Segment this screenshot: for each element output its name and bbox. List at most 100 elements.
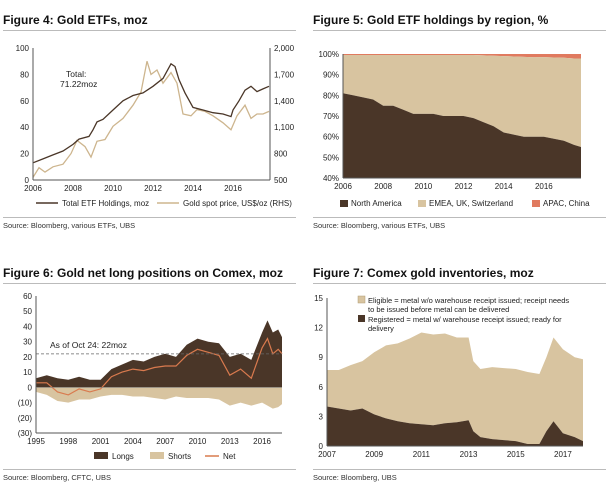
fig7-legend-eligible-1: Eligible = metal w/o warehouse receipt i…: [368, 296, 569, 305]
fig6-x-tick: 1995: [27, 437, 45, 446]
fig6-x-tick: 2007: [156, 437, 174, 446]
fig7-y-tick: 9: [319, 353, 324, 362]
fig5-x-tick: 2012: [455, 182, 473, 191]
fig6-y-tick: 10: [23, 368, 32, 377]
fig4-x-tick: 2010: [104, 184, 122, 193]
fig7-y-tick: 0: [319, 442, 324, 451]
fig7-legend-eligible-2: to be issued before metal can be deliver…: [368, 305, 509, 314]
fig5-chart: 40% 50% 60% 70% 80% 90% 100% 2006 2008 2010 2012 20…: [319, 50, 591, 208]
fig4-y-tick-right: 1,400: [274, 97, 295, 106]
fig7-registered-area: [327, 406, 583, 446]
fig7-legend-registered-1: Registered = metal w/ warehouse receipt …: [368, 315, 562, 324]
fig5-title-rule: [313, 30, 606, 31]
fig4-x-tick: 2014: [184, 184, 202, 193]
fig5-x-tick: 2016: [535, 182, 553, 191]
fig7-x-tick: 2017: [554, 450, 572, 459]
fig4-total-line-group: [32, 62, 270, 164]
fig5-y-tick: 80%: [323, 91, 339, 100]
fig4-y-tick-right: 1,700: [274, 70, 295, 79]
fig7-y-tick: 12: [314, 324, 323, 333]
fig4-y-tick-left: 100: [16, 44, 30, 53]
fig6-y-tick: (10): [18, 399, 33, 408]
fig6-title-rule: [3, 283, 296, 284]
fig7-x-tick: 2015: [507, 450, 525, 459]
fig7-y-tick: 6: [319, 383, 324, 392]
fig6-y-tick: (20): [18, 414, 33, 423]
fig5-apac-area: [343, 54, 581, 59]
fig6-y-tick: 30: [23, 338, 32, 347]
fig6-legend-shorts: Shorts: [168, 452, 191, 461]
fig7-areas: [327, 332, 583, 446]
fig5-legend-apac: APAC, China: [543, 199, 590, 208]
fig4-gold-line-group: [32, 61, 270, 178]
fig4-y-tick-left: 0: [25, 176, 30, 185]
fig4-y-tick-left: 60: [20, 97, 29, 106]
fig7-eligible-area: [327, 332, 583, 444]
fig5-x-tick: 2010: [414, 182, 432, 191]
fig5-y-tick: 70%: [323, 112, 339, 121]
fig6-y-tick: 20: [23, 353, 32, 362]
fig6-y-tick: (30): [18, 429, 33, 438]
fig5-legend-na-swatch: [340, 200, 348, 207]
fig5-y-tick: 100%: [319, 50, 339, 59]
fig5-title: Figure 5: Gold ETF holdings by region, %: [313, 13, 549, 27]
fig4-gold-line: [32, 61, 270, 178]
fig4-y-tick-left: 80: [20, 70, 29, 79]
fig4-legend-gold: Gold spot price, US$/oz (RHS): [183, 199, 292, 208]
fig7-source: Source: Bloomberg, UBS: [313, 473, 397, 482]
fig4-title: Figure 4: Gold ETFs, moz: [3, 13, 148, 27]
fig4-legend-total: Total ETF Holdings, moz: [62, 199, 149, 208]
fig7-y-tick: 15: [314, 294, 323, 303]
fig7-legend-registered-swatch: [358, 315, 365, 322]
fig5-na-area: [343, 93, 581, 178]
fig4-source-rule: [3, 217, 296, 218]
fig6-x-tick: 2004: [124, 437, 142, 446]
fig7-title-rule: [313, 283, 606, 284]
fig6-shorts-area: [36, 387, 282, 409]
fig6-x-tick: 1998: [59, 437, 77, 446]
fig5-y-tick: 60%: [323, 133, 339, 142]
fig4-y-tick-right: 1,100: [274, 123, 295, 132]
fig5-legend-apac-swatch: [532, 200, 540, 207]
fig4-y-tick-right: 2,000: [274, 44, 295, 53]
fig7-y-tick: 3: [319, 412, 324, 421]
fig6-y-tick: 0: [28, 383, 33, 392]
fig4-annotation-line1: Total:: [66, 69, 86, 79]
fig5-legend-na: North America: [351, 199, 402, 208]
fig5-legend-emea-swatch: [418, 200, 426, 207]
fig4-title-rule: [3, 30, 296, 31]
fig6-y-tick: 40: [23, 322, 32, 331]
fig4-x-tick: 2012: [144, 184, 162, 193]
fig4-chart: 0 20 40 60 80 100 500 800 1,100 1,400 1,700 2,000 20…: [16, 44, 295, 208]
fig6-source: Source: Bloomberg, CFTC, UBS: [3, 473, 111, 482]
fig4-y-tick-right: 500: [274, 176, 288, 185]
fig5-axes: 40% 50% 60% 70% 80% 90% 100% 2006 2008 2010 2012 20…: [319, 50, 581, 191]
fig6-legend-net: Net: [223, 452, 236, 461]
fig6-chart: (30) (20) (10) 0 10 20 30 40 50 60 1995 1998 2001 200…: [18, 292, 283, 461]
fig5-y-tick: 50%: [323, 153, 339, 162]
fig6-annotation: As of Oct 24: 22moz: [50, 340, 127, 350]
fig4-x-tick: 2008: [64, 184, 82, 193]
fig7-source-rule: [313, 469, 606, 470]
fig6-net-line: [36, 337, 283, 396]
fig6-x-tick: 2010: [189, 437, 207, 446]
fig5-y-tick: 90%: [323, 71, 339, 80]
fig5-emea-area: [343, 55, 581, 147]
fig4-annotation-line2: 71.22moz: [60, 79, 97, 89]
fig6-x-tick: 2013: [221, 437, 239, 446]
fig6-longs-area: [36, 320, 282, 388]
fig4-x-tick: 2006: [24, 184, 42, 193]
fig6-y-tick: 60: [23, 292, 32, 301]
fig6-legend-longs: Longs: [112, 452, 134, 461]
fig5-y-tick: 40%: [323, 174, 339, 183]
fig4-y-tick-left: 20: [20, 150, 29, 159]
fig7-x-tick: 2013: [460, 450, 478, 459]
fig7-axes: 0 3 6 9 12 15 2007 2009 2011 2013 2015 2017: [314, 294, 583, 459]
fig6-x-tick: 2001: [92, 437, 110, 446]
fig7-x-tick: 2007: [318, 450, 336, 459]
fig6-source-rule: [3, 469, 296, 470]
fig6-x-tick: 2016: [253, 437, 271, 446]
fig6-legend-shorts-swatch: [150, 452, 164, 459]
fig5-legend-emea: EMEA, UK, Switzerland: [429, 199, 513, 208]
fig5-source: Source: Bloomberg, various ETFs, UBS: [313, 221, 446, 230]
